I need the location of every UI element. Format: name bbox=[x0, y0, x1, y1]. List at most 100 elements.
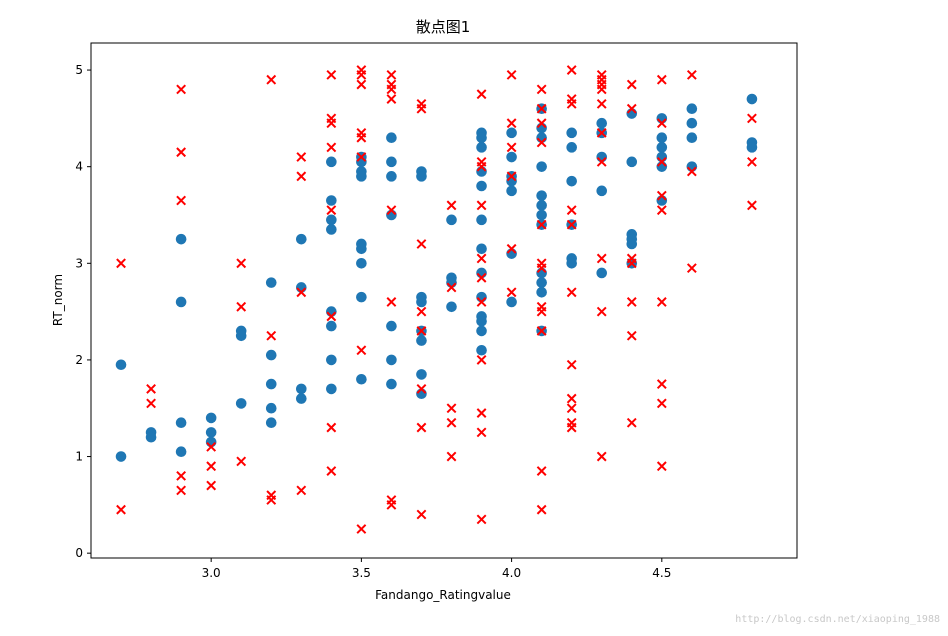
x-axis-label: Fandango_Ratingvalue bbox=[375, 588, 511, 602]
scatter-point-circle bbox=[175, 296, 187, 308]
scatter-point-x bbox=[446, 451, 457, 462]
scatter-point-circle bbox=[326, 156, 337, 168]
y-tick-label: 3 bbox=[75, 256, 83, 270]
scatter-point-circle bbox=[476, 325, 487, 337]
scatter-point-circle bbox=[746, 93, 758, 105]
scatter-point-x bbox=[266, 330, 277, 341]
scatter-point-x bbox=[536, 263, 547, 274]
scatter-point-circle bbox=[295, 393, 307, 404]
scatter-point-circle bbox=[205, 427, 217, 438]
scatter-point-x bbox=[356, 524, 367, 534]
scatter-point-circle bbox=[235, 398, 247, 409]
x-tick-label: 4.5 bbox=[652, 566, 671, 580]
scatter-point-x bbox=[506, 243, 517, 254]
scatter-point-x bbox=[116, 504, 126, 515]
scatter-point-circle bbox=[326, 320, 337, 332]
scatter-point-x bbox=[176, 84, 187, 95]
watermark-text: http://blog.csdn.net/xiaoping_1988 bbox=[735, 614, 940, 625]
scatter-point-circle bbox=[476, 315, 487, 327]
scatter-point-circle bbox=[175, 417, 187, 429]
scatter-point-x bbox=[296, 152, 307, 162]
scatter-point-circle bbox=[596, 185, 608, 197]
scatter-point-x bbox=[566, 219, 577, 230]
scatter-point-x bbox=[446, 200, 457, 211]
scatter-point-x bbox=[326, 142, 337, 153]
scatter-point-circle bbox=[566, 142, 577, 153]
scatter-point-circle bbox=[416, 369, 427, 380]
scatter-point-x bbox=[626, 297, 637, 307]
scatter-point-x bbox=[656, 461, 667, 472]
scatter-point-x bbox=[116, 258, 126, 269]
scatter-point-x bbox=[656, 379, 667, 389]
scatter-point-x bbox=[566, 205, 577, 216]
scatter-point-circle bbox=[506, 151, 517, 163]
scatter-point-circle bbox=[265, 417, 277, 429]
scatter-point-x bbox=[236, 456, 247, 467]
scatter-point-circle bbox=[476, 180, 487, 192]
scatter-point-circle bbox=[265, 277, 277, 288]
x-axis: 3.0 3.5 4.0 4.5 bbox=[202, 558, 671, 580]
scatter-point-x bbox=[296, 171, 307, 182]
scatter-point-circle bbox=[356, 258, 367, 269]
scatter-point-x bbox=[416, 326, 427, 336]
scatter-point-x bbox=[476, 427, 487, 438]
scatter-point-x bbox=[476, 272, 487, 283]
scatter-point-circle bbox=[175, 233, 187, 245]
scatter-point-circle bbox=[326, 195, 337, 206]
data-marks bbox=[115, 65, 758, 534]
scatter-point-x bbox=[686, 166, 697, 177]
plot-frame bbox=[90, 42, 798, 559]
scatter-point-x bbox=[747, 156, 757, 167]
scatter-point-x bbox=[536, 219, 547, 230]
scatter-point-x bbox=[476, 89, 487, 100]
scatter-point-x bbox=[356, 79, 367, 90]
scatter-point-x bbox=[206, 461, 217, 472]
scatter-point-x bbox=[536, 504, 547, 515]
scatter-point-x bbox=[747, 113, 757, 124]
scatter-point-x bbox=[386, 205, 397, 216]
scatter-point-x bbox=[566, 359, 577, 370]
scatter-point-x bbox=[536, 326, 547, 336]
scatter-point-x bbox=[566, 65, 577, 75]
scatter-point-circle bbox=[656, 142, 668, 153]
scatter-point-circle bbox=[476, 132, 487, 143]
scatter-point-circle bbox=[536, 277, 547, 288]
scatter-point-x bbox=[296, 287, 307, 298]
scatter-point-circle bbox=[386, 378, 397, 390]
scatter-point-circle bbox=[656, 132, 668, 143]
scatter-point-x bbox=[326, 311, 337, 322]
scatter-point-x bbox=[626, 330, 637, 341]
scatter-point-circle bbox=[356, 243, 367, 255]
scatter-point-circle bbox=[386, 354, 397, 366]
scatter-point-circle bbox=[265, 349, 277, 361]
scatter-point-x bbox=[566, 287, 577, 298]
scatter-point-circle bbox=[265, 402, 277, 414]
scatter-point-circle bbox=[115, 451, 127, 462]
scatter-point-x bbox=[536, 306, 547, 317]
scatter-point-circle bbox=[596, 117, 608, 129]
scatter-point-x bbox=[656, 74, 667, 85]
scatter-point-x bbox=[446, 282, 457, 293]
scatter-point-x bbox=[236, 258, 247, 269]
scatter-point-x bbox=[356, 345, 367, 356]
scatter-point-x bbox=[416, 509, 427, 520]
scatter-point-x bbox=[266, 74, 277, 85]
scatter-point-circle bbox=[536, 190, 547, 201]
scatter-point-x bbox=[536, 137, 547, 148]
y-tick-label: 2 bbox=[75, 353, 83, 367]
scatter-point-x bbox=[176, 147, 187, 158]
y-tick-label: 0 bbox=[75, 546, 83, 560]
scatter-point-x bbox=[596, 451, 607, 462]
scatter-point-x bbox=[656, 297, 667, 307]
scatter-point-x bbox=[206, 480, 217, 491]
scatter-point-x bbox=[506, 69, 517, 80]
scatter-point-circle bbox=[476, 142, 487, 153]
y-axis: 0 1 2 3 4 5 bbox=[75, 63, 91, 560]
scatter-point-x bbox=[416, 239, 427, 249]
scatter-point-circle bbox=[476, 214, 487, 226]
chart-title: 散点图1 bbox=[416, 18, 471, 36]
scatter-point-x bbox=[386, 297, 397, 307]
scatter-point-circle bbox=[446, 214, 457, 226]
scatter-point-x bbox=[386, 69, 397, 80]
